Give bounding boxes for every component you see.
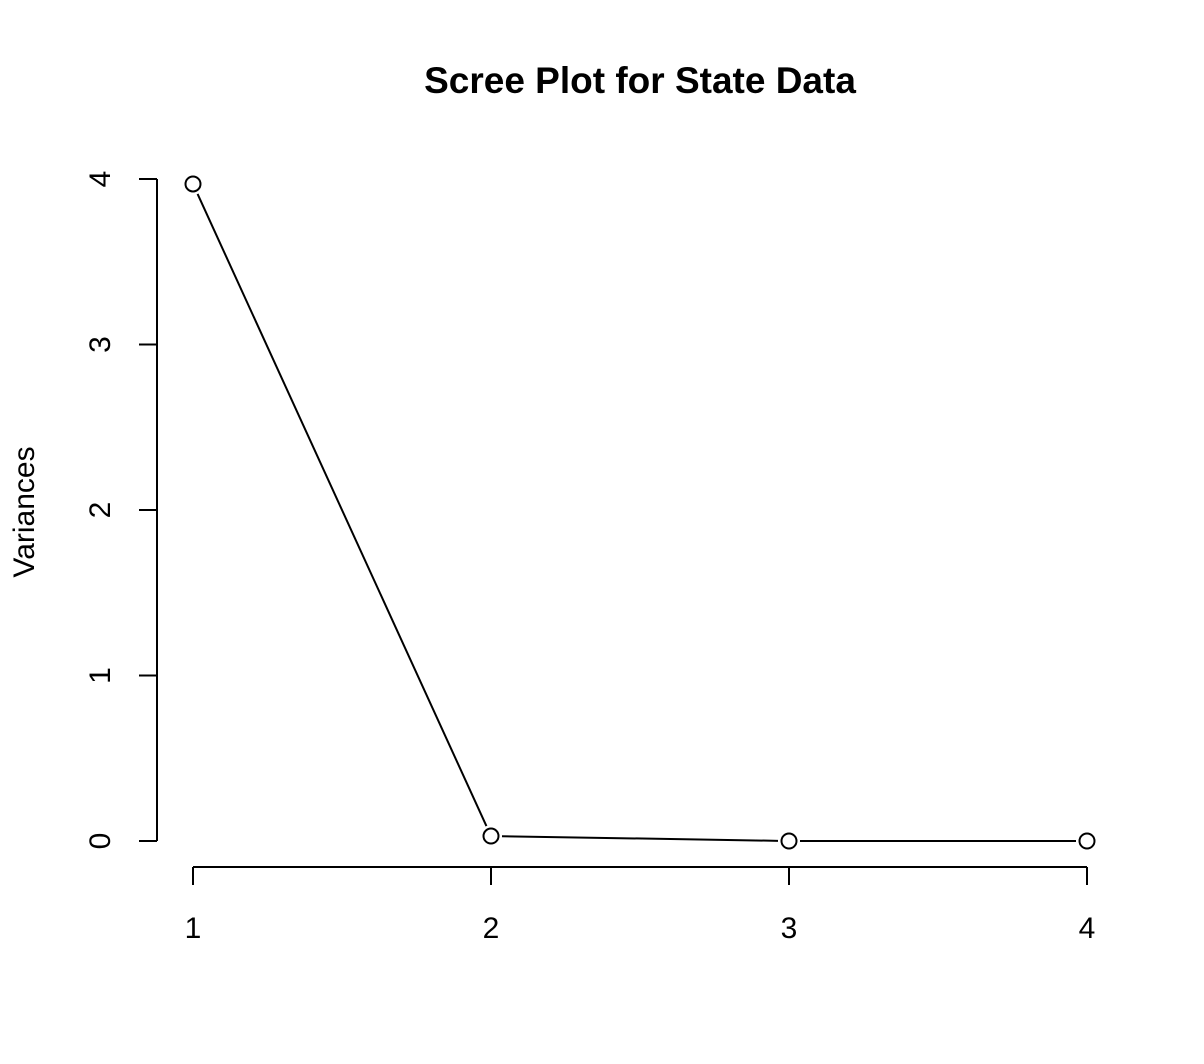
x-axis: 1 2 3 4	[185, 866, 1096, 945]
data-point-marker	[482, 827, 500, 845]
chart-title: Scree Plot for State Data	[424, 60, 856, 101]
y-tick-label: 1	[84, 667, 117, 684]
x-tick-label: 4	[1079, 912, 1096, 945]
data-point-marker	[1078, 832, 1096, 850]
y-tick-label: 0	[84, 833, 117, 850]
y-tick-label: 4	[84, 171, 117, 188]
series-line-segment	[501, 835, 779, 842]
y-tick-label: 3	[84, 336, 117, 353]
x-tick-label: 2	[483, 912, 500, 945]
y-tick-label: 2	[84, 502, 117, 519]
y-axis: 0 1 2 3 4	[84, 171, 158, 850]
x-tick-label: 1	[185, 912, 202, 945]
plot-series	[184, 175, 1096, 850]
series-line-segment	[196, 193, 488, 827]
y-axis-label: Variances	[8, 446, 41, 577]
x-tick-label: 3	[781, 912, 798, 945]
data-point-marker	[184, 175, 202, 193]
data-point-marker	[780, 832, 798, 850]
